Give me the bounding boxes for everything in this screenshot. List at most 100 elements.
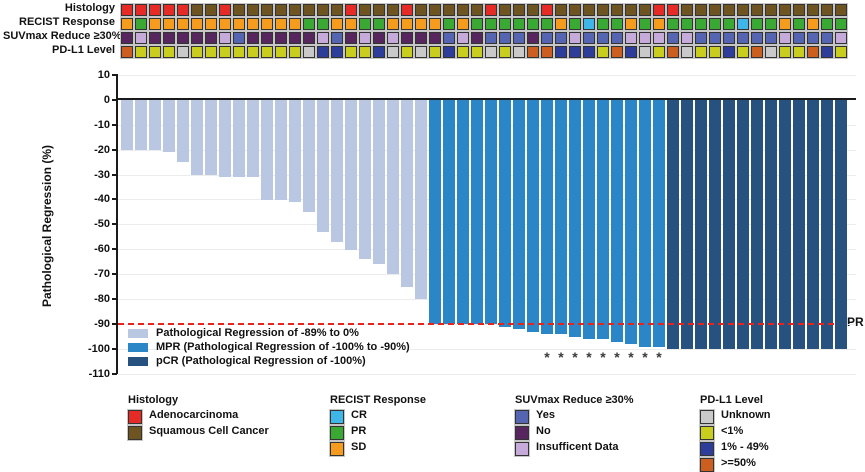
pdl1-cell: [275, 46, 287, 58]
y-axis-tick: [112, 173, 117, 176]
waterfall-bar: [191, 100, 203, 175]
recist-cell: [177, 18, 189, 30]
recist-cell: [121, 18, 133, 30]
suvmax-cell: [149, 32, 161, 44]
waterfall-bar: [163, 100, 175, 153]
y-axis-tick-label: -10: [94, 118, 110, 131]
recist-cell: [807, 18, 819, 30]
pdl1-cell: [191, 46, 203, 58]
suvmax-cell: [625, 32, 637, 44]
suvmax-cell: [345, 32, 357, 44]
suvmax-cell: [737, 32, 749, 44]
y-axis-tick: [112, 347, 117, 350]
pdl1-cell: [583, 46, 595, 58]
pdl1-cell: [359, 46, 371, 58]
waterfall-bar: [205, 100, 217, 175]
legend-group-title: SUVmax Reduce ≥30%: [515, 394, 634, 406]
pdl1-cell: [807, 46, 819, 58]
annotation-row-label-recist: RECIST Response: [19, 16, 115, 28]
histology-cell: [485, 4, 497, 16]
gridline: [118, 373, 856, 375]
pdl1-cell: [219, 46, 231, 58]
pdl1-cell: [737, 46, 749, 58]
recist-cell: [149, 18, 161, 30]
recist-cell: [653, 18, 665, 30]
recist-cell: [583, 18, 595, 30]
legend-swatch: [330, 442, 344, 456]
waterfall-bar: [443, 100, 455, 325]
legend-swatch: [128, 410, 142, 424]
legend-swatch: [700, 426, 714, 440]
histology-cell: [359, 4, 371, 16]
bar-class-legend-label: Pathological Regression of -89% to 0%: [156, 327, 359, 339]
suvmax-cell: [177, 32, 189, 44]
waterfall-bar: [233, 100, 245, 178]
histology-cell: [471, 4, 483, 16]
waterfall-bar: [583, 100, 595, 340]
histology-cell: [583, 4, 595, 16]
suvmax-cell: [415, 32, 427, 44]
suvmax-cell: [373, 32, 385, 44]
y-axis-tick: [112, 323, 117, 326]
asterisk-marker: *: [572, 349, 578, 365]
suvmax-cell: [289, 32, 301, 44]
waterfall-bar: [471, 100, 483, 325]
histology-cell: [345, 4, 357, 16]
histology-cell: [331, 4, 343, 16]
legend-swatch: [330, 410, 344, 424]
pdl1-cell: [177, 46, 189, 58]
pdl1-cell: [569, 46, 581, 58]
waterfall-bar: [709, 100, 721, 350]
y-axis-tick-label: -70: [94, 268, 110, 281]
waterfall-bar: [793, 100, 805, 350]
recist-cell: [345, 18, 357, 30]
histology-cell: [205, 4, 217, 16]
recist-cell: [709, 18, 721, 30]
legend-item-label: Insufficent Data: [536, 441, 619, 453]
suvmax-cell: [121, 32, 133, 44]
suvmax-cell: [751, 32, 763, 44]
y-axis-tick-label: -20: [94, 143, 110, 156]
legend-item-label: No: [536, 425, 551, 437]
legend-swatch: [330, 426, 344, 440]
waterfall-bar: [499, 100, 511, 327]
pdl1-cell: [695, 46, 707, 58]
pdl1-cell: [485, 46, 497, 58]
histology-cell: [513, 4, 525, 16]
pdl1-cell: [443, 46, 455, 58]
waterfall-bar: [835, 100, 847, 350]
recist-cell: [625, 18, 637, 30]
histology-cell: [835, 4, 847, 16]
y-axis-tick-label: -110: [88, 367, 110, 380]
recist-cell: [163, 18, 175, 30]
recist-cell: [737, 18, 749, 30]
pdl1-cell: [667, 46, 679, 58]
histology-cell: [667, 4, 679, 16]
recist-cell: [401, 18, 413, 30]
waterfall-bar: [121, 100, 133, 150]
recist-cell: [527, 18, 539, 30]
recist-cell: [289, 18, 301, 30]
waterfall-bar: [401, 100, 413, 287]
bar-class-legend-label: pCR (Pathological Regression of -100%): [156, 355, 366, 367]
suvmax-cell: [401, 32, 413, 44]
suvmax-cell: [639, 32, 651, 44]
legend-item-label: Squamous Cell Cancer: [149, 425, 269, 437]
legend-item-label: >=50%: [721, 457, 756, 469]
histology-cell: [709, 4, 721, 16]
waterfall-bar: [653, 100, 665, 347]
suvmax-cell: [695, 32, 707, 44]
annotation-row-label-histology: Histology: [64, 2, 115, 14]
suvmax-cell: [261, 32, 273, 44]
waterfall-bar: [695, 100, 707, 350]
pdl1-cell: [639, 46, 651, 58]
histology-cell: [541, 4, 553, 16]
pdl1-cell: [471, 46, 483, 58]
histology-cell: [625, 4, 637, 16]
legend-swatch: [700, 458, 714, 472]
waterfall-bar: [541, 100, 553, 335]
waterfall-bar: [429, 100, 441, 325]
histology-cell: [261, 4, 273, 16]
legend-swatch: [128, 426, 142, 440]
recist-cell: [247, 18, 259, 30]
